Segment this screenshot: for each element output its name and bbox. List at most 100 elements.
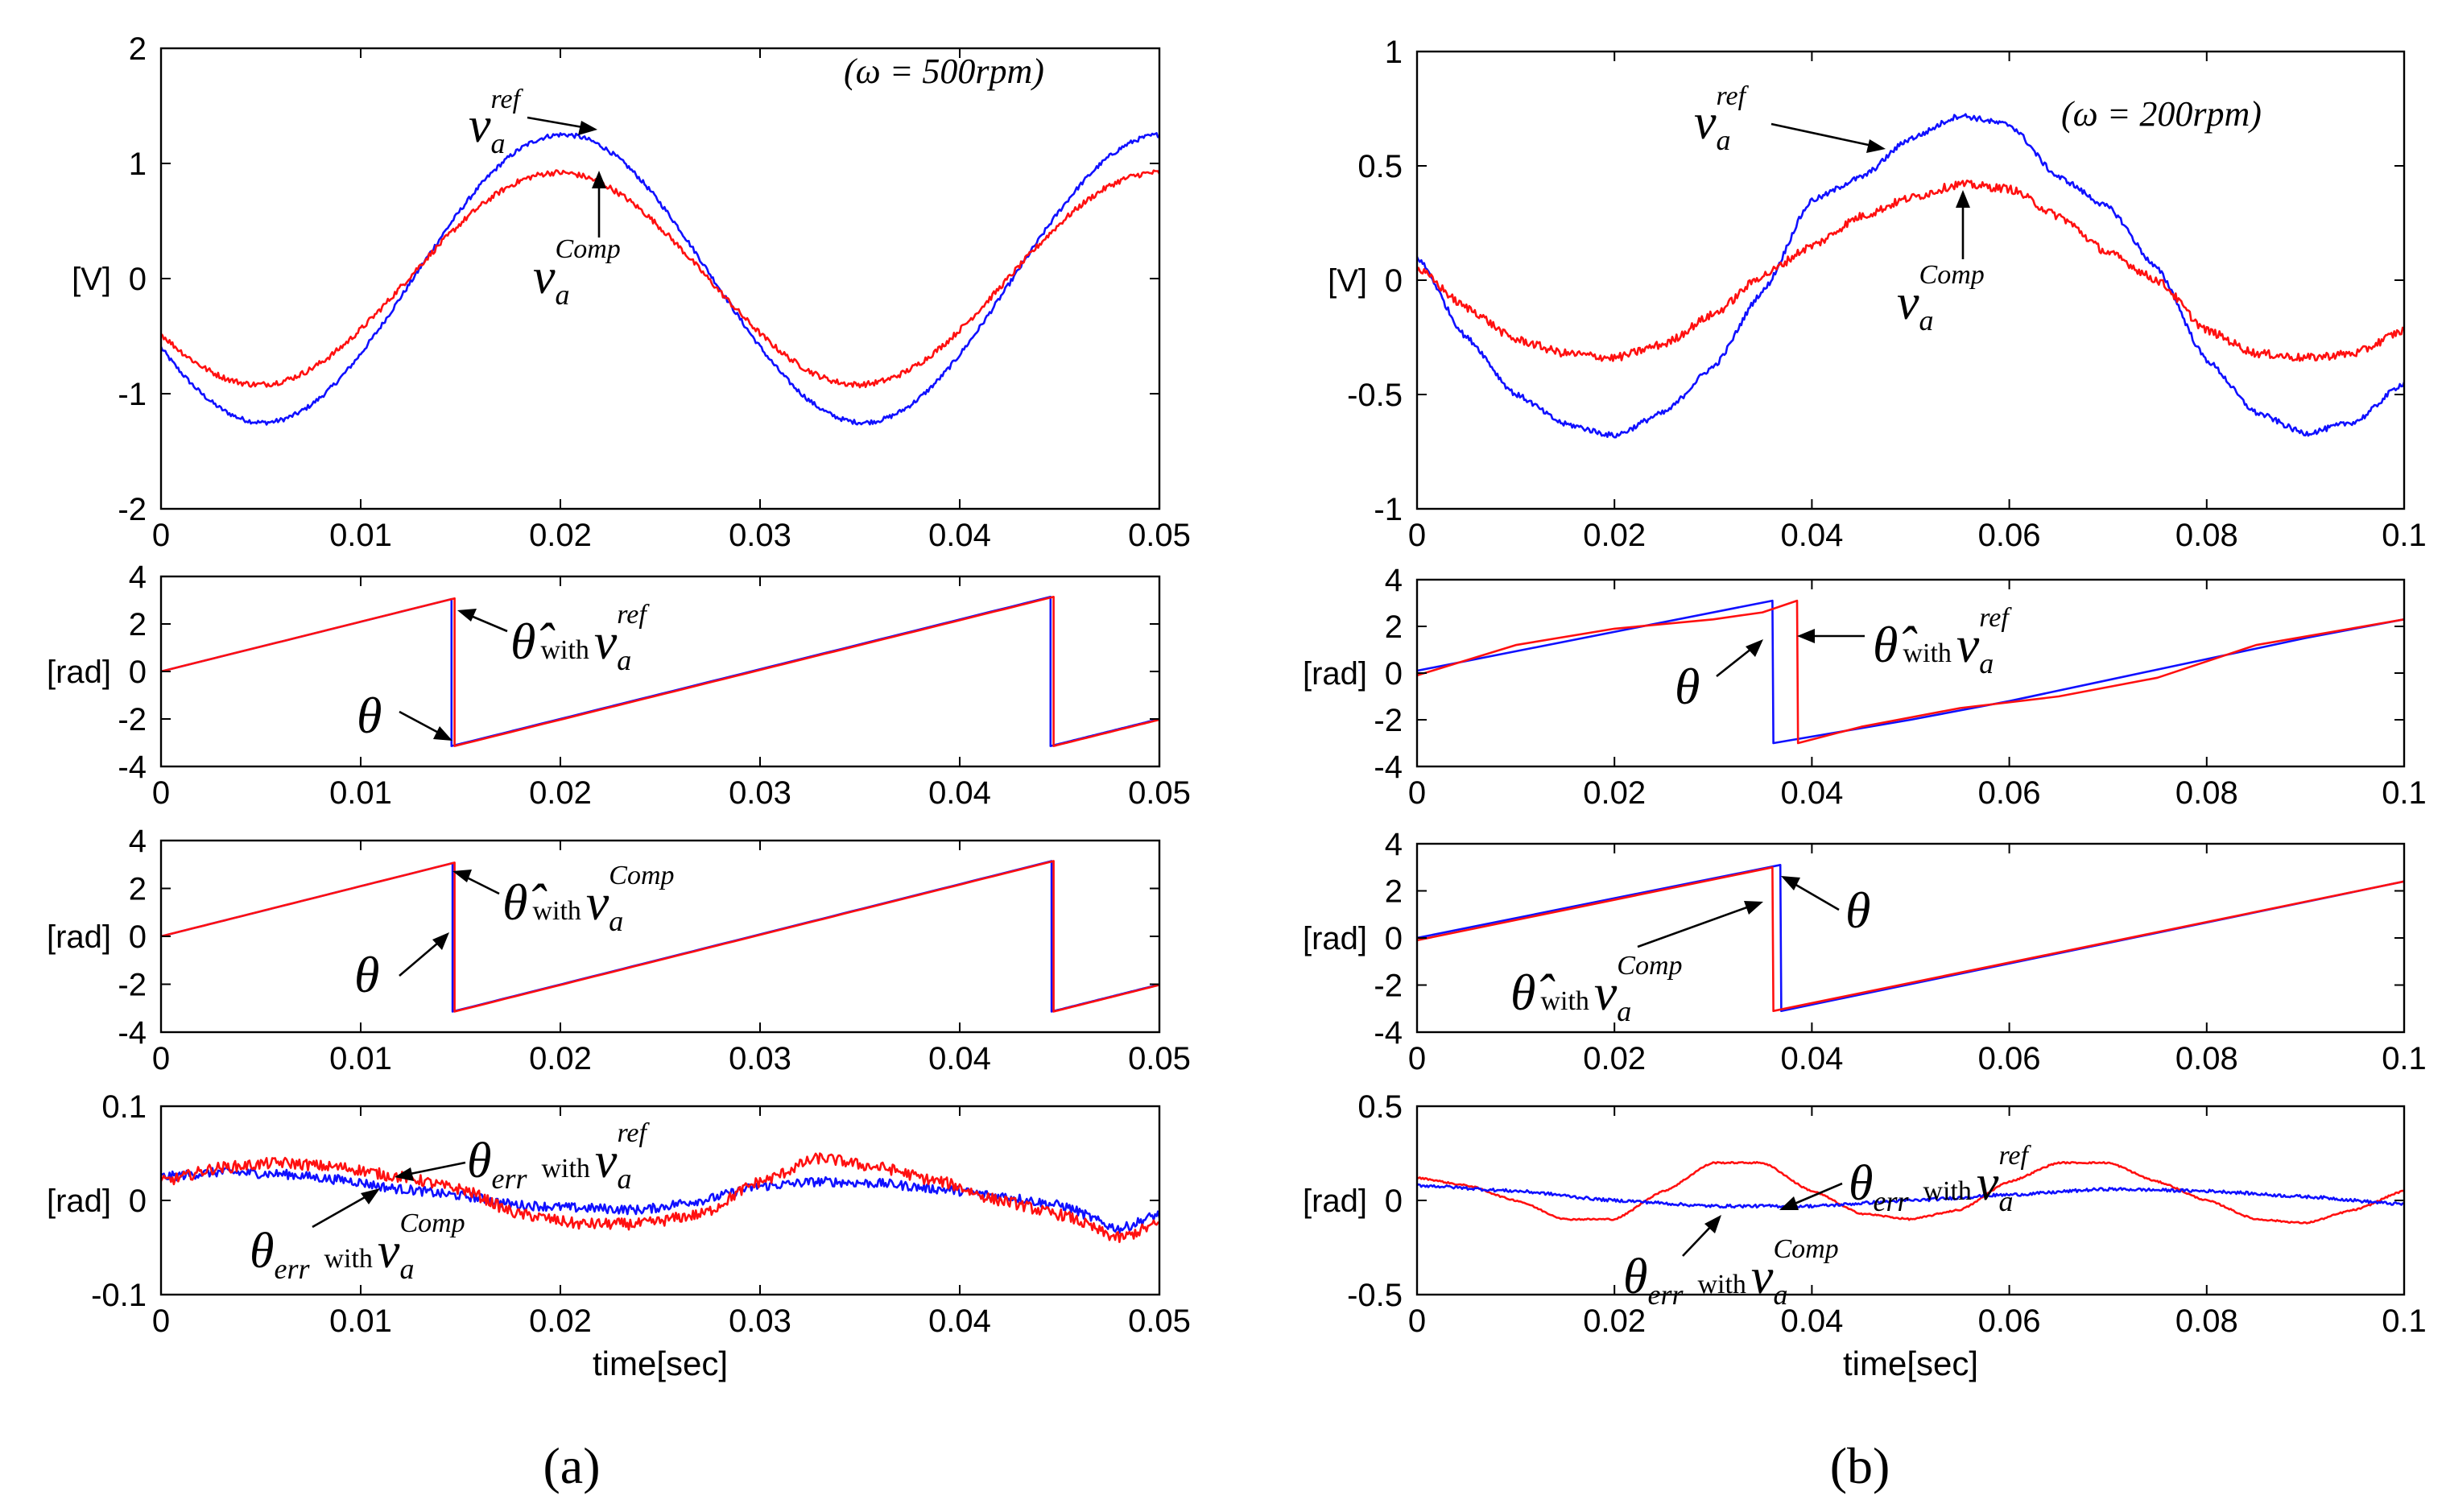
xlabel-a4: time[sec] [593, 1345, 728, 1382]
series-b4-1 [1417, 1183, 2404, 1209]
arrowhead-a4-err-ref [395, 1167, 414, 1181]
ytick-label-b2-3: 2 [1385, 609, 1403, 645]
arrowhead-a3-theta [432, 932, 449, 950]
svg-text:θ̂withvaref: θ̂ withvaref [510, 600, 650, 676]
chart-b3: 0 0.02 0.04 0.06 0.08 0.1 -4 -2 0 2 4 [rad] [1303, 827, 2427, 1076]
ytick-label-b2-2: 0 [1385, 656, 1403, 692]
xtick-label-a3-5: 0.05 [1128, 1041, 1191, 1076]
arrow-b4-err-ref [1788, 1182, 1843, 1208]
xtick-label-b1-1: 0.02 [1583, 518, 1646, 553]
xlabel-b4: time[sec] [1843, 1345, 1978, 1382]
ytick-label-a2-4: 4 [129, 560, 147, 595]
ytick-label-a4-2: 0.1 [101, 1089, 147, 1125]
label-a3-theta: θ [354, 946, 379, 1003]
ytick-label-a3-2: 0 [129, 919, 147, 955]
xtick-label-a1-4: 0.04 [928, 518, 991, 553]
xtick-label-a2-2: 0.02 [529, 775, 592, 811]
xtick-label-b4-5: 0.1 [2382, 1303, 2427, 1339]
arrowhead-b3-thetahat [1744, 901, 1763, 915]
xtick-label-b2-4: 0.08 [2175, 775, 2238, 811]
series-b2-1 [1417, 599, 2404, 745]
xtick-label-a4-0: 0 [152, 1303, 170, 1339]
ylabel-b3: [rad] [1303, 921, 1367, 956]
ytick-label-b1-1: -0.5 [1347, 378, 1403, 413]
xtick-label-b4-0: 0 [1408, 1303, 1426, 1339]
xtick-label-a2-5: 0.05 [1128, 775, 1191, 811]
arrowhead-b1-vcomp [1956, 190, 1970, 208]
xtick-label-a4-5: 0.05 [1128, 1303, 1191, 1339]
svg-text:varef: varef [469, 85, 524, 159]
annotation-a1-speed: (ω = 500rpm) [844, 52, 1044, 91]
ytick-label-a2-3: 2 [129, 607, 147, 642]
label-b2-theta: θ [1675, 658, 1700, 715]
xtick-label-b3-1: 0.02 [1583, 1041, 1646, 1076]
xtick-label-b4-4: 0.08 [2175, 1303, 2238, 1339]
xtick-label-b3-0: 0 [1408, 1041, 1426, 1076]
ylabel-b1: [V] [1328, 263, 1367, 299]
ytick-label-b3-4: 4 [1385, 827, 1403, 862]
arrow-b3-theta [1788, 879, 1840, 911]
chart-b1: 0 0.02 0.04 0.06 0.08 0.1 -1 -0.5 0 0.5 1 [V] [1328, 35, 2427, 553]
ytick-label-a3-1: -2 [118, 968, 147, 1003]
arrow-a4-err-ref [402, 1161, 466, 1177]
chart-a3: 0 0.01 0.02 0.03 0.04 0.05 -4 -2 0 2 4 [rad] [47, 824, 1191, 1076]
arrow-b3-thetahat [1637, 903, 1754, 948]
arrowhead-b1-vref [1866, 139, 1886, 153]
ytick-label-b3-3: 2 [1385, 874, 1403, 910]
series-b3-1 [1417, 866, 2404, 1012]
ytick-label-a3-0: -4 [118, 1015, 147, 1051]
xtick-label-b4-2: 0.04 [1780, 1303, 1843, 1339]
ylabel-a1: [V] [72, 262, 111, 297]
arrowhead-b3-theta [1781, 876, 1800, 890]
ylabel-a3: [rad] [47, 919, 111, 955]
ytick-label-b3-1: -2 [1374, 969, 1403, 1004]
xtick-label-b2-5: 0.1 [2382, 775, 2427, 811]
series-b1-0 [1417, 113, 2404, 439]
annotation-b1-speed: (ω = 200rpm) [2061, 94, 2262, 134]
xtick-label-b3-2: 0.04 [1780, 1041, 1843, 1076]
panel-letter-a: (a) [543, 1437, 600, 1494]
label-a2-theta: θ [357, 687, 382, 744]
xtick-label-a2-3: 0.03 [729, 775, 791, 811]
xtick-label-b2-0: 0 [1408, 775, 1426, 811]
xtick-label-a1-0: 0 [152, 518, 170, 553]
xtick-label-b1-4: 0.08 [2175, 518, 2238, 553]
label-a2-thetahat-ref: θ̂ withvaref [510, 600, 650, 676]
xtick-label-a4-3: 0.03 [729, 1303, 791, 1339]
arrow-b1-vref [1770, 122, 1877, 148]
arrowhead-b4-err-comp [1704, 1215, 1721, 1233]
arrowhead-b4-err-ref [1779, 1196, 1799, 1210]
ytick-label-b2-1: -2 [1374, 703, 1403, 738]
arrowhead-b2-theta [1746, 639, 1763, 657]
chart-a2: 0 0.01 0.02 0.03 0.04 0.05 -4 -2 0 2 4 [rad] [47, 560, 1191, 811]
series-a4-1 [161, 1152, 1159, 1243]
ytick-label-a2-1: -2 [118, 702, 147, 737]
ylabel-b4: [rad] [1303, 1184, 1367, 1219]
ytick-label-b4-2: 0.5 [1357, 1089, 1403, 1125]
chart-b2: 0 0.02 0.04 0.06 0.08 0.1 -4 -2 0 2 4 [rad] [1303, 563, 2427, 811]
arrowhead-a3-thetahat [452, 870, 472, 882]
svg-text:varef: varef [1694, 81, 1750, 156]
ytick-label-b1-3: 0.5 [1357, 149, 1403, 184]
ytick-label-b1-2: 0 [1385, 263, 1403, 299]
annotations-layer: (ω = 500rpm) varef vaComp θ̂ withvaref θ … [250, 52, 2262, 1494]
xtick-label-a1-2: 0.02 [529, 518, 592, 553]
xtick-label-a4-1: 0.01 [329, 1303, 392, 1339]
label-b1-vcomp: vaComp [1897, 260, 1985, 337]
chart-a1: 0 0.01 0.02 0.03 0.04 0.05 -2 -1 0 1 2 [V] [72, 31, 1191, 553]
ylabel-b2: [rad] [1303, 656, 1367, 692]
ytick-label-b4-1: 0 [1385, 1184, 1403, 1219]
series-a1-0 [161, 132, 1159, 426]
ytick-label-a3-4: 4 [129, 824, 147, 859]
ytick-label-b2-0: -4 [1374, 750, 1403, 785]
ytick-label-a2-0: -4 [118, 750, 147, 785]
xtick-label-a3-4: 0.04 [928, 1041, 991, 1076]
xtick-label-b3-5: 0.1 [2382, 1041, 2427, 1076]
ytick-label-a4-0: -0.1 [91, 1278, 147, 1313]
ytick-label-a1-2: 0 [129, 262, 147, 297]
